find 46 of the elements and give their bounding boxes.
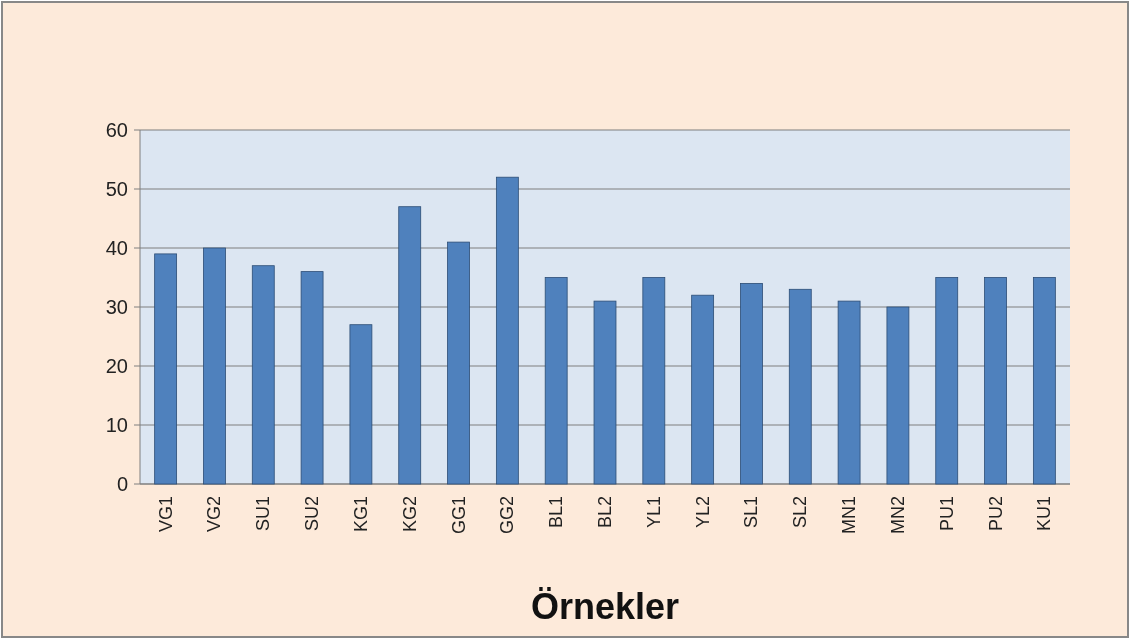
x-tick-label: BL2 — [595, 496, 615, 529]
x-tick-label: SU1 — [253, 496, 274, 532]
x-tick-label: PU1 — [936, 496, 957, 532]
x-axis-title: Örnekler — [530, 586, 680, 627]
bar — [886, 306, 910, 485]
x-tick-label: SL2 — [790, 496, 811, 529]
x-tick-label: YL2 — [692, 496, 713, 529]
x-tick-label: GG2 — [497, 496, 518, 535]
x-tick-label: KG2 — [399, 496, 420, 533]
bar — [642, 277, 666, 485]
bar — [691, 294, 715, 485]
bar — [398, 206, 422, 485]
y-tick-label: 30 — [105, 296, 128, 318]
bar — [1032, 277, 1056, 485]
x-tick-label: SL1 — [741, 496, 762, 529]
bar — [154, 253, 178, 485]
x-tick-label: BL1 — [546, 496, 567, 529]
y-tick-label: 0 — [116, 473, 128, 495]
x-tick-label: MN2 — [887, 496, 908, 535]
y-tick-label: 60 — [105, 119, 128, 141]
x-tick-label: MN1 — [839, 496, 860, 535]
x-tick-label: YL1 — [643, 496, 664, 529]
bar — [203, 247, 226, 485]
bar — [593, 300, 617, 485]
bar — [495, 176, 519, 485]
x-tick-label: PU2 — [985, 496, 1006, 532]
bar — [300, 271, 324, 485]
y-tick-label: 40 — [105, 237, 128, 259]
x-tick-label: KU1 — [1034, 496, 1055, 532]
bar — [349, 324, 373, 485]
bar — [788, 288, 812, 485]
bar — [740, 283, 763, 485]
x-tick-label: VG2 — [204, 496, 225, 533]
bar — [447, 241, 470, 485]
y-tick-label: 20 — [105, 355, 128, 377]
x-tick-label: GG1 — [448, 496, 469, 535]
bar — [984, 277, 1007, 485]
bar — [837, 300, 861, 485]
y-tick-label: 50 — [105, 178, 128, 200]
bar — [251, 265, 275, 485]
y-tick-label: 10 — [105, 414, 128, 436]
x-tick-label: VG1 — [155, 496, 176, 533]
x-tick-label: SU2 — [302, 496, 323, 532]
x-tick-label: KG1 — [350, 496, 371, 533]
bar — [935, 277, 959, 485]
bar — [544, 277, 568, 485]
